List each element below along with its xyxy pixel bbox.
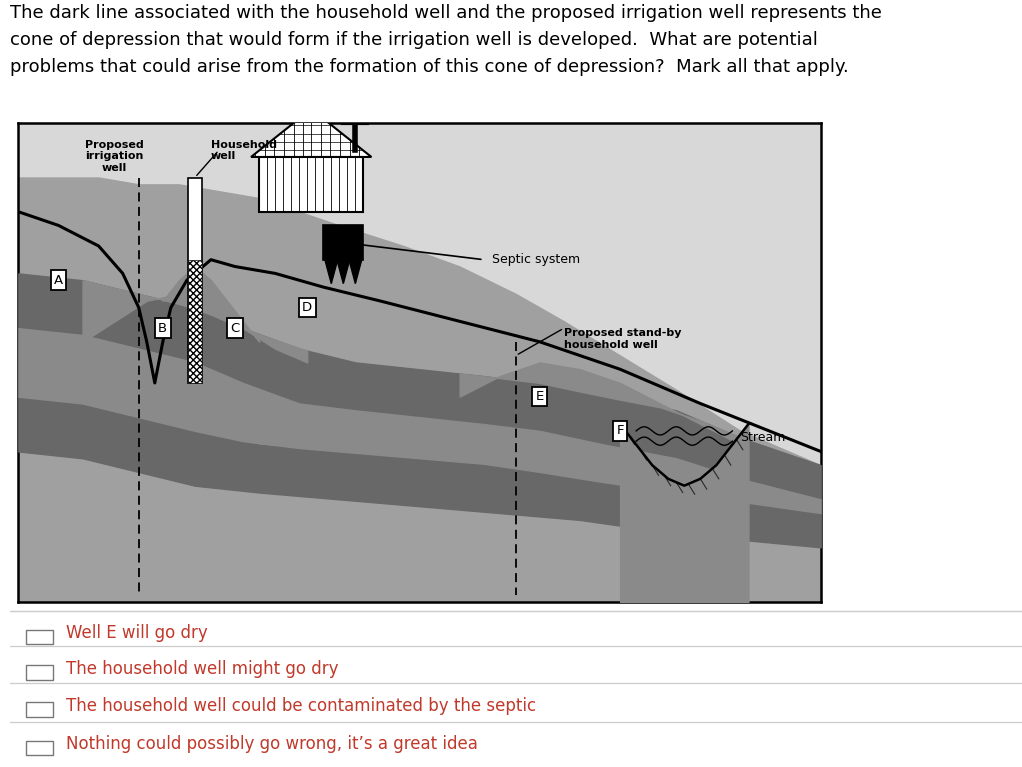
Text: The household well could be contaminated by the septic: The household well could be contaminated…: [65, 696, 536, 715]
Bar: [188, 177, 202, 383]
Polygon shape: [337, 260, 350, 284]
Text: Septic system: Septic system: [492, 253, 579, 266]
Polygon shape: [349, 260, 362, 284]
Bar: [188, 260, 202, 383]
Text: C: C: [230, 321, 239, 334]
Text: The household well might go dry: The household well might go dry: [65, 660, 338, 678]
Bar: [323, 225, 364, 260]
Text: Stream: Stream: [741, 431, 786, 444]
FancyBboxPatch shape: [27, 665, 53, 680]
Text: Household
well: Household well: [211, 140, 277, 161]
Text: Nothing could possibly go wrong, it’s a great idea: Nothing could possibly go wrong, it’s a …: [65, 736, 477, 753]
FancyBboxPatch shape: [27, 741, 53, 755]
Text: F: F: [616, 424, 623, 437]
Polygon shape: [325, 260, 337, 284]
Text: B: B: [158, 321, 168, 334]
Polygon shape: [251, 109, 371, 157]
FancyBboxPatch shape: [27, 703, 53, 716]
Text: E: E: [536, 390, 544, 403]
Text: D: D: [303, 301, 313, 314]
Text: Proposed stand-by
household well: Proposed stand-by household well: [564, 328, 682, 350]
Text: Proposed
irrigation
well: Proposed irrigation well: [85, 140, 144, 173]
Text: Well E will go dry: Well E will go dry: [65, 624, 207, 642]
FancyBboxPatch shape: [27, 630, 53, 644]
Bar: [260, 157, 364, 212]
Text: A: A: [54, 274, 63, 287]
Text: The dark line associated with the household well and the proposed irrigation wel: The dark line associated with the househ…: [10, 4, 882, 76]
